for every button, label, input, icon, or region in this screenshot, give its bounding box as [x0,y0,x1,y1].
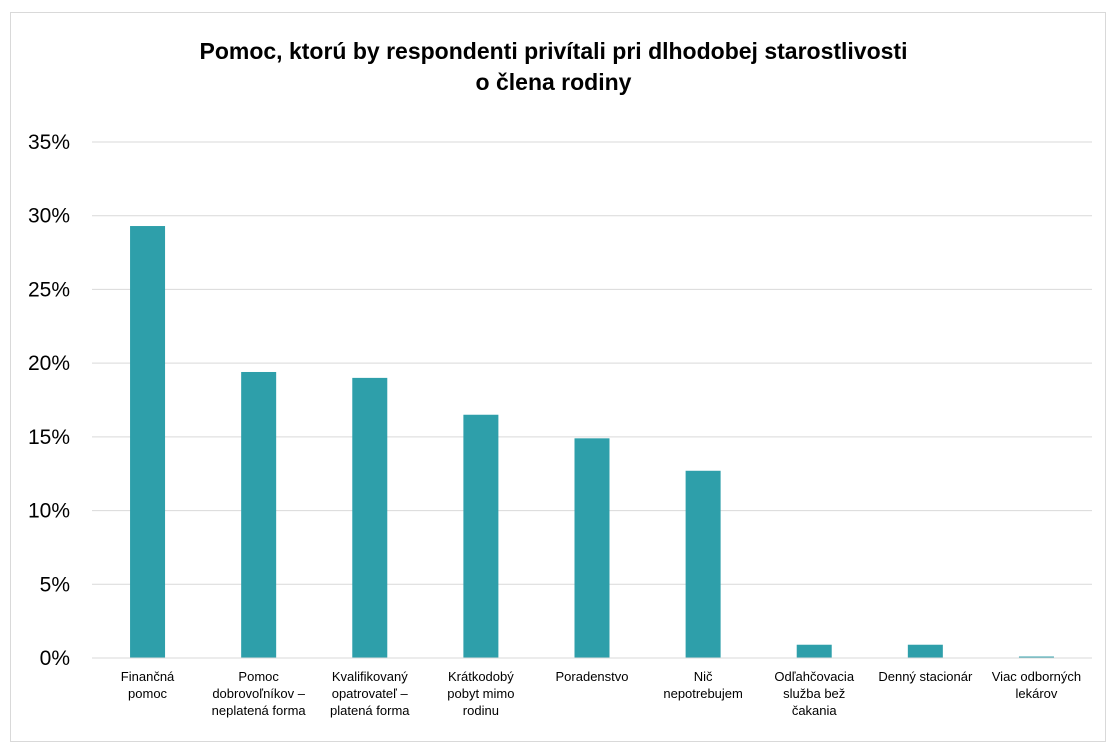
bar [907,644,943,658]
x-tick-label: Nič nepotrebujem [639,668,767,702]
x-tick-label-line: pomoc [128,686,168,701]
x-tick-label: Denný stacionár [861,668,989,685]
x-tick-label-line: opatrovateľ – [331,686,408,701]
x-tick-label: Kvalifikovaný opatrovateľ – platená forma [306,668,434,719]
y-tick-label: 35% [28,131,70,154]
bar [241,371,277,658]
y-tick-label: 25% [28,278,70,301]
x-tick-label-line: Viac odborných [991,669,1082,684]
chart-title: Pomoc, ktorú by respondenti privítali pr… [0,36,1107,98]
y-tick-label: 20% [28,352,70,375]
x-tick-label: Odľahčovacia služba bež čakania [750,668,878,719]
bar [130,226,166,658]
x-tick-label-line: lekárov [1015,686,1058,701]
x-tick-label-line: čakania [791,703,837,718]
bars [130,226,1054,658]
x-tick-label-line: Denný stacionár [878,669,973,684]
bar [352,377,388,658]
bar [1018,656,1054,658]
x-tick-label-line: neplatená forma [211,703,306,718]
y-tick-label: 30% [28,205,70,228]
x-tick-label-line: služba bež [783,686,846,701]
chart-title-line-1: Pomoc, ktorú by respondenti privítali pr… [199,38,908,64]
x-tick-label-line: Kvalifikovaný [331,669,408,684]
x-tick-label-line: Finančná [120,669,175,684]
x-tick-label: Pomoc dobrovoľníkov – neplatená forma [195,668,323,719]
x-tick-label-line: platená forma [330,703,410,718]
x-tick-label-line: nepotrebujem [663,686,743,701]
bar [796,644,832,658]
x-tick-label: Krátkodobý pobyt mimo rodinu [417,668,545,719]
x-tick-label: Viac odborných lekárov [972,668,1100,702]
x-tick-label-line: rodinu [462,703,499,718]
x-tick-label-line: Odľahčovacia [774,669,855,684]
x-tick-label-line: dobrovoľníkov – [212,686,305,701]
y-tick-label: 15% [28,426,70,449]
y-tick-label: 0% [40,647,70,670]
chart-frame [10,12,1106,742]
x-tick-label-line: Krátkodobý [447,669,514,684]
bar [685,470,721,658]
chart-title-line-2: o člena rodiny [475,69,632,95]
y-tick-label: 5% [40,573,70,596]
bar [574,438,610,658]
x-tick-label-line: Poradenstvo [555,669,629,684]
y-axis: 0% 5% 10% 15% 20% 25% 30% 35% [28,131,70,670]
bar [463,414,499,658]
y-tick-label: 10% [28,500,70,523]
x-tick-label-line: Nič [693,669,713,684]
x-tick-label: Poradenstvo [528,668,656,685]
x-tick-label-line: pobyt mimo [447,686,515,701]
x-tick-label-line: Pomoc [238,669,279,684]
x-tick-label: Finančná pomoc [84,668,212,702]
